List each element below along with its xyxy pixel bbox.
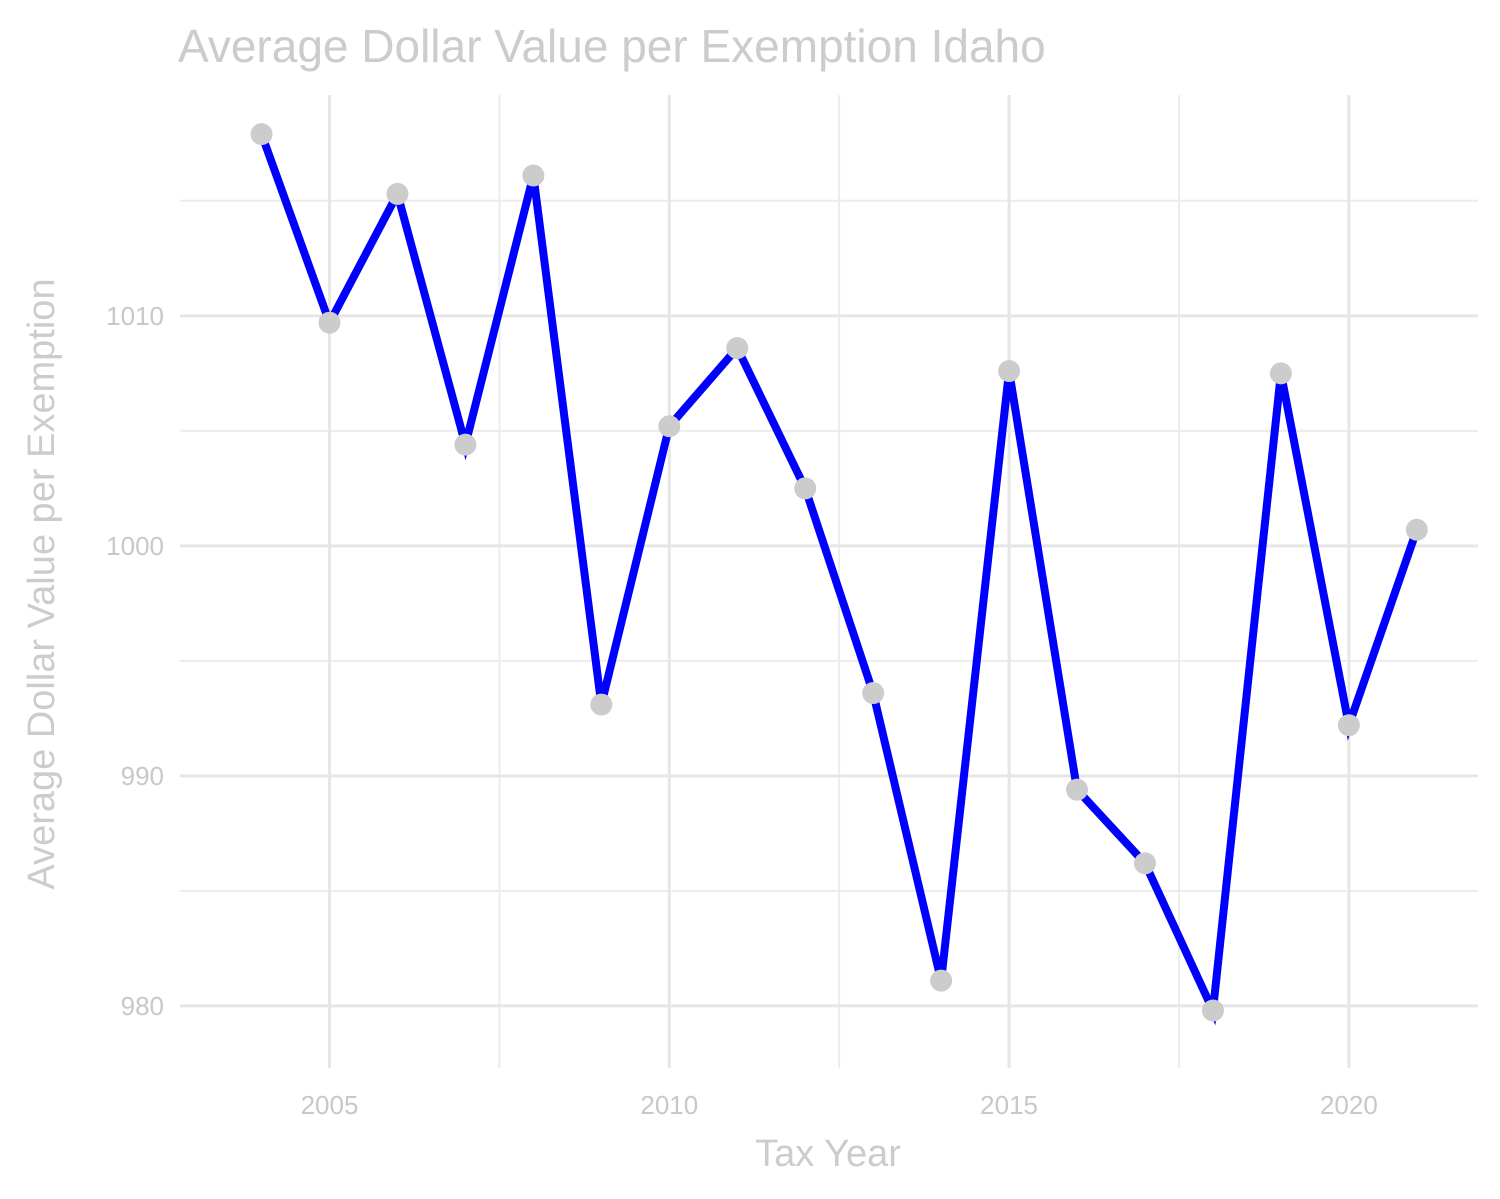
y-tick-label: 980 xyxy=(121,991,164,1021)
data-point xyxy=(794,477,817,500)
data-point xyxy=(454,433,477,456)
x-tick-labels: 2005 2010 2015 2020 xyxy=(301,1090,1378,1120)
x-axis-title: Tax Year xyxy=(755,1133,901,1175)
x-tick-label: 2020 xyxy=(1320,1090,1378,1120)
data-point xyxy=(658,415,681,438)
y-axis-title: Average Dollar Value per Exemption xyxy=(21,278,63,889)
y-tick-label: 1010 xyxy=(106,301,164,331)
data-point xyxy=(1337,714,1360,737)
data-point xyxy=(386,182,409,205)
data-point xyxy=(998,360,1021,383)
data-point xyxy=(862,682,885,705)
y-tick-label: 990 xyxy=(121,761,164,791)
data-point xyxy=(250,123,273,146)
data-point xyxy=(590,693,613,716)
data-point xyxy=(1405,518,1428,541)
x-tick-label: 2005 xyxy=(301,1090,359,1120)
series-group xyxy=(257,132,1421,1026)
x-tick-label: 2015 xyxy=(980,1090,1038,1120)
data-point xyxy=(1269,362,1292,385)
y-tick-labels: 980 990 1000 1010 xyxy=(106,301,164,1021)
y-tick-label: 1000 xyxy=(106,531,164,561)
x-tick-label: 2010 xyxy=(640,1090,698,1120)
data-point xyxy=(522,164,545,187)
chart-title: Average Dollar Value per Exemption Idaho xyxy=(178,20,1046,72)
data-point xyxy=(1066,778,1089,801)
data-point xyxy=(726,337,749,360)
data-point xyxy=(930,969,953,992)
series-line xyxy=(257,132,1421,1026)
data-point xyxy=(1201,999,1224,1022)
data-points xyxy=(250,123,1428,1022)
data-point xyxy=(318,311,341,334)
data-point xyxy=(1134,852,1157,875)
